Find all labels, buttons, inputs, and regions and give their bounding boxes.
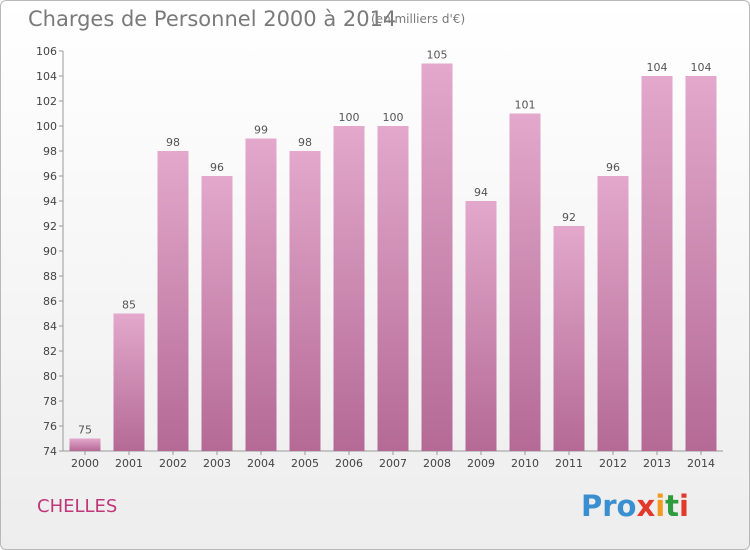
y-tick-label: 76 xyxy=(43,420,57,433)
y-tick-label: 98 xyxy=(43,145,57,158)
bar-2008 xyxy=(421,63,453,451)
value-label-2007: 100 xyxy=(383,111,404,124)
value-label-2001: 85 xyxy=(122,299,136,312)
y-tick-label: 80 xyxy=(43,370,57,383)
y-tick-label: 96 xyxy=(43,170,57,183)
y-tick-label: 94 xyxy=(43,195,57,208)
bar-2001 xyxy=(113,313,145,451)
value-label-2013: 104 xyxy=(647,61,668,74)
x-tick-label: 2006 xyxy=(335,457,363,470)
x-tick-label: 2014 xyxy=(687,457,715,470)
x-tick-label: 2005 xyxy=(291,457,319,470)
x-tick-label: 2011 xyxy=(555,457,583,470)
value-label-2000: 75 xyxy=(78,424,92,437)
value-label-2003: 96 xyxy=(210,161,224,174)
bar-2009 xyxy=(465,201,497,451)
value-label-2012: 96 xyxy=(606,161,620,174)
x-tick-label: 2013 xyxy=(643,457,671,470)
y-tick-label: 106 xyxy=(36,45,57,58)
value-label-2004: 99 xyxy=(254,124,268,137)
bar-2013 xyxy=(641,76,673,451)
chart-title: Charges de Personnel 2000 à 2014 xyxy=(28,7,397,31)
bar-2010 xyxy=(509,113,541,451)
logo-part-4: t xyxy=(665,489,680,523)
logo-part-3: i xyxy=(655,489,666,523)
y-tick-label: 102 xyxy=(36,95,57,108)
bar-2000 xyxy=(69,438,101,451)
x-tick-label: 2001 xyxy=(115,457,143,470)
value-label-2006: 100 xyxy=(339,111,360,124)
bar-2014 xyxy=(685,76,717,451)
x-tick-label: 2002 xyxy=(159,457,187,470)
y-tick-label: 100 xyxy=(36,120,57,133)
chart-bars xyxy=(69,63,717,451)
commune-name: CHELLES xyxy=(37,496,118,517)
chart-axes: 74 76 78 80 82 84 86 88 90 92 94 96 98 100 102 104 106 20… xyxy=(36,45,723,470)
value-label-2009: 94 xyxy=(474,186,488,199)
y-tick-label: 78 xyxy=(43,395,57,408)
y-tick-label: 104 xyxy=(36,70,57,83)
value-label-2008: 105 xyxy=(427,49,448,62)
bar-2004 xyxy=(245,138,277,451)
y-tick-label: 84 xyxy=(43,320,57,333)
x-tick-label: 2008 xyxy=(423,457,451,470)
bar-2005 xyxy=(289,151,321,451)
x-tick-label: 2010 xyxy=(511,457,539,470)
logo-part-2: x xyxy=(636,489,656,523)
y-tick-label: 90 xyxy=(43,245,57,258)
value-label-2011: 92 xyxy=(562,211,576,224)
bar-2003 xyxy=(201,176,233,451)
y-tick-label: 74 xyxy=(43,445,57,458)
proxiti-logo[interactable]: Proxiti xyxy=(581,489,689,523)
y-tick-label: 88 xyxy=(43,270,57,283)
x-tick-label: 2003 xyxy=(203,457,231,470)
y-tick-label: 86 xyxy=(43,295,57,308)
logo-part-1: Pro xyxy=(581,489,637,523)
value-label-2002: 98 xyxy=(166,136,180,149)
x-tick-label: 2004 xyxy=(247,457,275,470)
x-tick-label: 2000 xyxy=(71,457,99,470)
x-tick-label: 2009 xyxy=(467,457,495,470)
value-label-2014: 104 xyxy=(691,61,712,74)
bar-2011 xyxy=(553,226,585,451)
y-tick-label: 92 xyxy=(43,220,57,233)
logo-part-5: i xyxy=(679,489,689,523)
bar-2007 xyxy=(377,126,409,451)
value-label-2005: 98 xyxy=(298,136,312,149)
bar-2002 xyxy=(157,151,189,451)
x-tick-label: 2012 xyxy=(599,457,627,470)
y-tick-label: 82 xyxy=(43,345,57,358)
value-label-2010: 101 xyxy=(515,99,536,112)
bar-2012 xyxy=(597,176,629,451)
x-tick-label: 2007 xyxy=(379,457,407,470)
bar-2006 xyxy=(333,126,365,451)
chart-value-labels: 75 85 98 96 99 98 100 100 105 94 101 92 96 104 104 xyxy=(78,49,712,437)
chart-unit-label: (en milliers d'€) xyxy=(371,12,466,26)
